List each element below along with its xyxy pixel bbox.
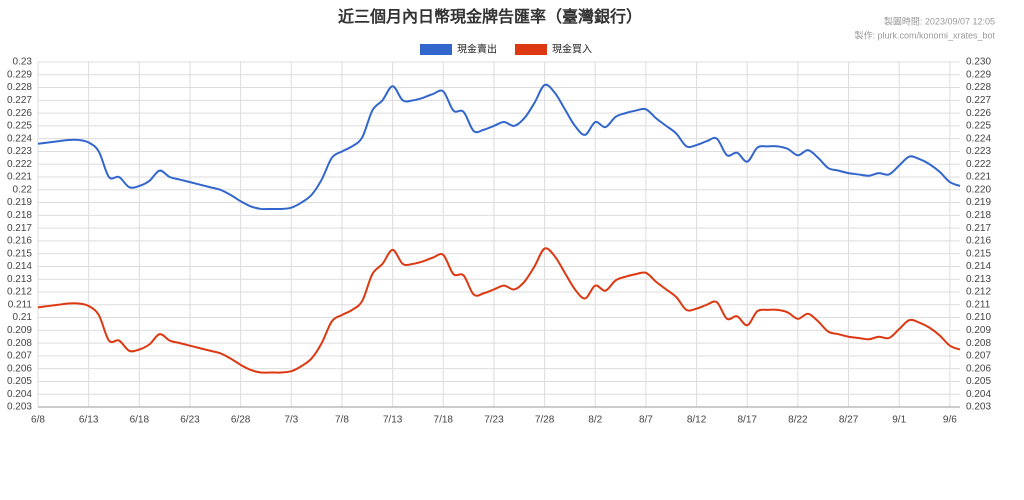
y-tick-label: 0.219 <box>966 197 991 208</box>
y-tick-label: 0.214 <box>7 261 32 272</box>
x-tick-label: 7/3 <box>284 415 298 426</box>
x-tick-label: 6/18 <box>130 415 150 426</box>
annotation: 製圖時間: 2023/09/07 12:05 <box>884 15 995 26</box>
y-tick-label: 0.225 <box>966 121 991 132</box>
y-tick-label: 0.214 <box>966 261 991 272</box>
y-tick-label: 0.230 <box>966 57 991 68</box>
y-tick-label: 0.209 <box>966 325 991 336</box>
y-tick-label: 0.227 <box>7 95 32 106</box>
x-tick-label: 8/7 <box>639 415 653 426</box>
legend-swatch <box>515 44 547 55</box>
y-tick-label: 0.221 <box>966 172 991 183</box>
series-line <box>37 83 961 211</box>
y-tick-label: 0.222 <box>966 159 991 170</box>
y-tick-label: 0.203 <box>7 402 32 413</box>
y-tick-label: 0.225 <box>7 121 32 132</box>
x-tick-label: 7/28 <box>535 415 555 426</box>
y-tick-label: 0.203 <box>966 402 991 413</box>
y-tick-label: 0.207 <box>966 351 991 362</box>
y-tick-label: 0.218 <box>7 210 32 221</box>
x-tick-label: 6/28 <box>231 415 251 426</box>
x-tick-label: 8/22 <box>788 415 808 426</box>
y-tick-label: 0.220 <box>966 184 991 195</box>
y-tick-label: 0.222 <box>7 159 32 170</box>
y-tick-label: 0.226 <box>7 108 32 119</box>
legend-swatch <box>420 44 452 55</box>
y-tick-label: 0.221 <box>7 172 32 183</box>
y-tick-label: 0.229 <box>966 69 991 80</box>
y-tick-label: 0.217 <box>7 223 32 234</box>
y-tick-label: 0.209 <box>7 325 32 336</box>
y-tick-label: 0.205 <box>7 376 32 387</box>
y-tick-label: 0.229 <box>7 69 32 80</box>
legend-label: 現金賣出 <box>457 43 497 56</box>
y-tick-label: 0.208 <box>966 338 991 349</box>
y-tick-label: 0.205 <box>966 376 991 387</box>
y-tick-label: 0.224 <box>7 133 32 144</box>
x-tick-label: 6/8 <box>31 415 45 426</box>
y-tick-label: 0.218 <box>966 210 991 221</box>
y-tick-label: 0.217 <box>966 223 991 234</box>
y-tick-label: 0.204 <box>966 389 991 400</box>
x-tick-label: 7/23 <box>484 415 504 426</box>
y-tick-label: 0.212 <box>966 287 991 298</box>
x-tick-label: 8/27 <box>839 415 859 426</box>
x-tick-label: 8/2 <box>588 415 602 426</box>
y-tick-label: 0.21 <box>13 312 33 323</box>
y-tick-label: 0.213 <box>966 274 991 285</box>
y-tick-label: 0.228 <box>966 82 991 93</box>
y-tick-label: 0.216 <box>966 236 991 247</box>
y-tick-label: 0.216 <box>7 236 32 247</box>
y-tick-label: 0.227 <box>966 95 991 106</box>
x-tick-label: 7/18 <box>434 415 454 426</box>
y-tick-label: 0.226 <box>966 108 991 119</box>
y-tick-label: 0.223 <box>966 146 991 157</box>
x-tick-label: 8/12 <box>687 415 707 426</box>
y-tick-label: 0.228 <box>7 82 32 93</box>
y-tick-label: 0.207 <box>7 351 32 362</box>
x-tick-label: 9/1 <box>892 415 906 426</box>
chart-title: 近三個月內日幣現金牌告匯率（臺灣銀行） <box>338 7 642 26</box>
y-tick-label: 0.23 <box>13 57 33 68</box>
y-tick-label: 0.223 <box>7 146 32 157</box>
y-tick-label: 0.22 <box>13 184 33 195</box>
y-tick-label: 0.215 <box>966 248 991 259</box>
x-tick-label: 6/23 <box>180 415 200 426</box>
y-tick-label: 0.206 <box>966 363 991 374</box>
x-tick-label: 8/17 <box>737 415 757 426</box>
y-tick-label: 0.204 <box>7 389 32 400</box>
x-tick-label: 6/13 <box>79 415 99 426</box>
x-tick-label: 9/6 <box>943 415 957 426</box>
y-tick-label: 0.208 <box>7 338 32 349</box>
y-tick-label: 0.213 <box>7 274 32 285</box>
y-tick-label: 0.206 <box>7 363 32 374</box>
y-tick-label: 0.211 <box>8 299 33 310</box>
y-tick-label: 0.219 <box>7 197 32 208</box>
annotation: 製作: plurk.com/konomi_xrates_bot <box>854 29 995 40</box>
x-tick-label: 7/13 <box>383 415 403 426</box>
y-tick-label: 0.212 <box>7 287 32 298</box>
y-tick-label: 0.211 <box>966 299 991 310</box>
legend-label: 現金買入 <box>552 43 592 56</box>
series-line <box>37 247 961 374</box>
y-tick-label: 0.224 <box>966 133 991 144</box>
x-tick-label: 7/8 <box>335 415 349 426</box>
y-tick-label: 0.215 <box>7 248 32 259</box>
y-tick-label: 0.210 <box>966 312 991 323</box>
